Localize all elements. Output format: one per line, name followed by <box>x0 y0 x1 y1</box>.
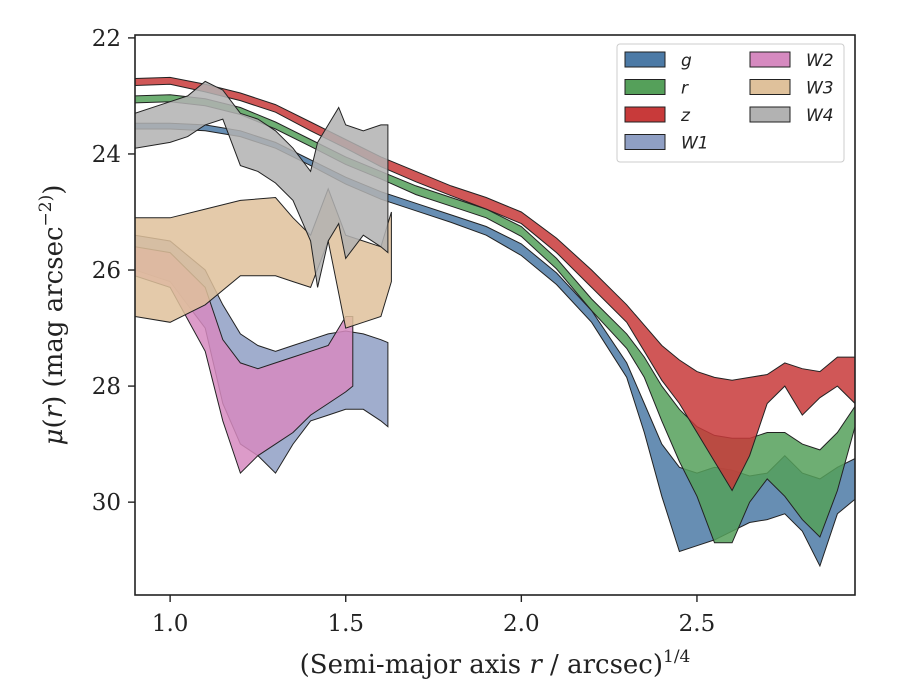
legend-swatch-r <box>624 79 666 95</box>
legend-label-r: r <box>681 79 689 99</box>
legend-label-w1: W1 <box>681 134 709 154</box>
x-tick-label: 2.0 <box>503 611 540 637</box>
legend-label-g: g <box>681 51 692 71</box>
legend-box <box>616 43 845 163</box>
legend-label-w3: W3 <box>806 79 834 99</box>
legend-swatch-g <box>624 51 666 68</box>
legend: grz W1 W2 W3 W4 <box>616 43 845 163</box>
x-tick-label: 1.0 <box>152 611 189 637</box>
plot-frame <box>134 34 856 596</box>
plot-areas <box>135 76 855 568</box>
x-tick-label: 2.5 <box>679 611 716 637</box>
legend-swatch-z <box>624 106 666 123</box>
x-axis-label: (Semi-major axis r / arcsec)1/4 <box>300 647 691 680</box>
legend-swatch-w2 <box>749 51 791 68</box>
series-area-w4 <box>135 80 389 288</box>
legend-label-w4: W4 <box>806 106 834 126</box>
y-tick-label: 30 <box>92 490 121 516</box>
x-tick-label: 1.5 <box>327 611 364 637</box>
legend-label-z: z <box>680 106 691 126</box>
y-tick-label: 22 <box>92 26 121 52</box>
legend-swatch-w3 <box>749 79 791 95</box>
series-area-g <box>135 122 855 568</box>
y-tick-label: 24 <box>92 142 121 168</box>
series-area-r <box>135 94 855 544</box>
y-axis-label: μ(r) (mag arcsec−2)) <box>36 185 69 446</box>
legend-swatch-w4 <box>749 106 791 123</box>
y-tick-label: 28 <box>92 374 121 400</box>
legend-label-w2: W2 <box>806 51 834 71</box>
ticks: 1.0 1.5 2.0 2.5 22 24 26 28 30 <box>92 26 716 637</box>
y-tick-label: 26 <box>92 258 121 284</box>
series-area-z <box>135 76 855 492</box>
legend-swatch-w1 <box>624 134 666 150</box>
